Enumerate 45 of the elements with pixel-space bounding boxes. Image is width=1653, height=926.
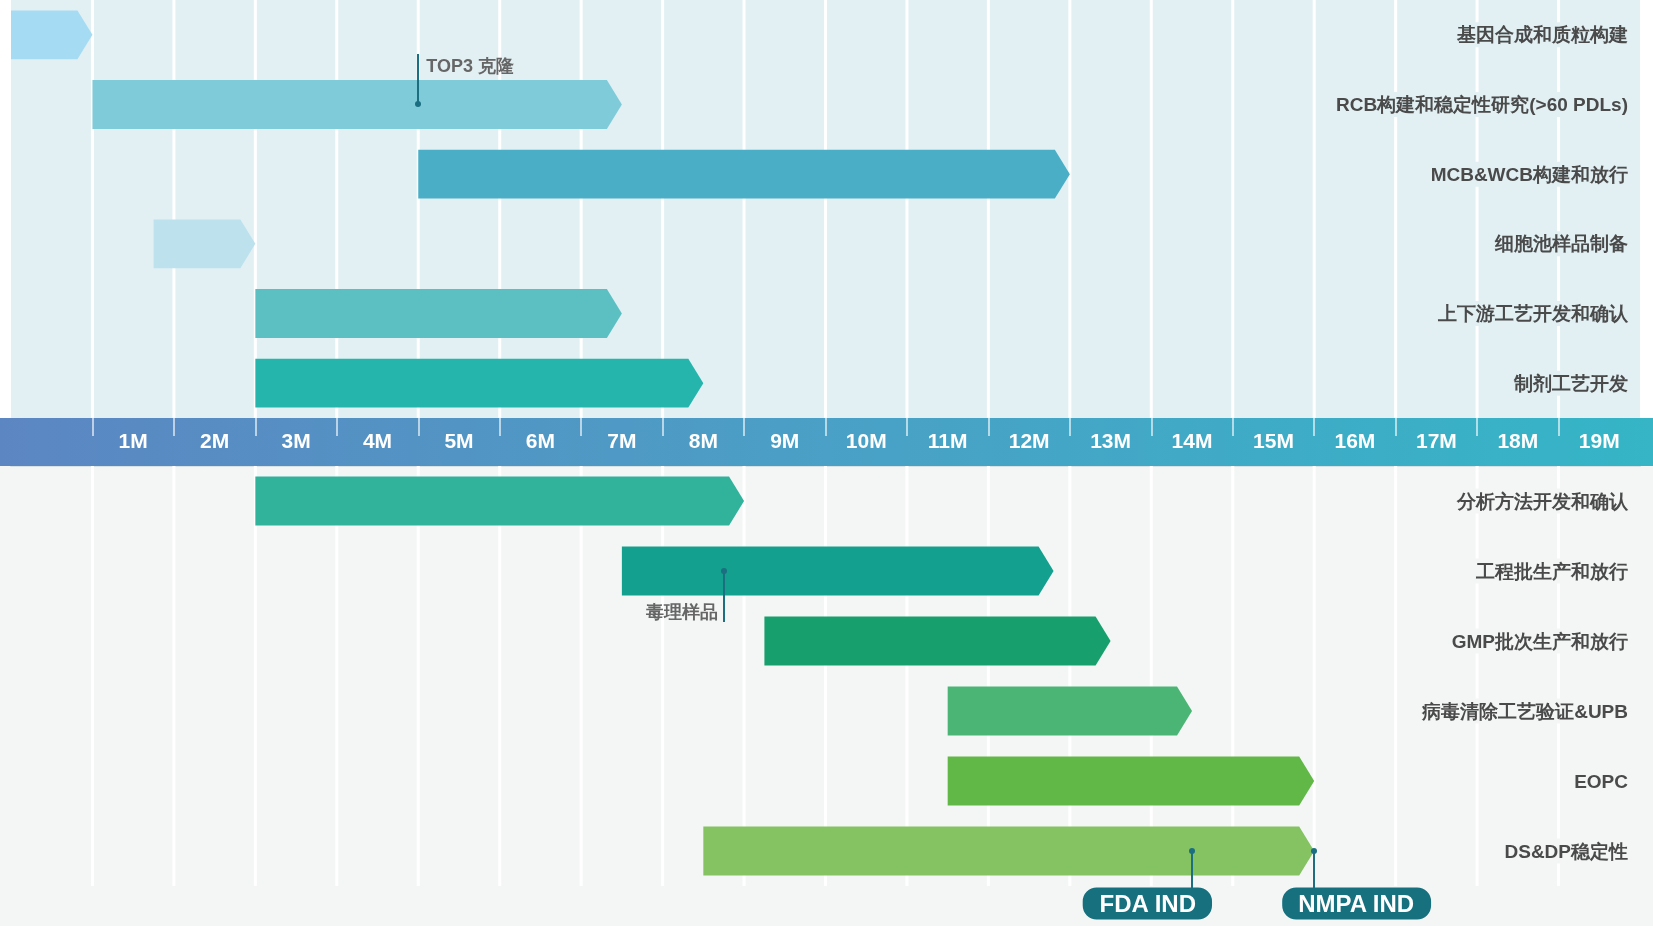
bar — [418, 149, 1070, 199]
x-tick-label: 4M — [362, 429, 393, 452]
x-tick-label: 13M — [1090, 429, 1131, 452]
annotation: NMPA IND — [1298, 890, 1415, 917]
bar — [947, 686, 1193, 736]
y-tick-label: GMP批次生产和放行 — [1451, 630, 1628, 652]
x-tick-label: 7M — [607, 429, 637, 452]
x-tick-label: 11M — [927, 429, 968, 452]
y-tick-label: EOPC — [1574, 770, 1629, 792]
bar — [947, 756, 1315, 806]
y-tick-label: 基因合成和质粒构建 — [1456, 24, 1628, 46]
x-tick-label: 10M — [845, 429, 887, 452]
bar — [255, 289, 622, 338]
y-tick-label: MCB&WCB构建和放行 — [1430, 163, 1628, 185]
x-tick-label: 16M — [1334, 429, 1376, 452]
x-tick-label: 5M — [444, 429, 474, 452]
x-tick-label: 19M — [1578, 429, 1620, 452]
x-tick-label: 1M — [118, 429, 148, 452]
y-tick-label: DS&DP稳定性 — [1504, 840, 1628, 862]
x-tick-label: 9M — [770, 429, 800, 452]
bar — [621, 546, 1054, 596]
x-tick-label: 6M — [525, 429, 556, 452]
x-tick-label: 2M — [200, 429, 230, 452]
annotation: TOP3 克隆 — [426, 56, 514, 77]
y-tick-label: 上下游工艺开发和确认 — [1437, 303, 1629, 324]
y-tick-label: 分析方法开发和确认 — [1456, 490, 1629, 512]
bar — [255, 476, 745, 526]
x-tick-label: 12M — [1008, 429, 1050, 452]
x-tick-label: 15M — [1253, 429, 1294, 452]
x-tick-label: 3M — [281, 429, 311, 452]
bar — [92, 80, 622, 129]
bar — [703, 826, 1315, 876]
y-tick-label: 工程批生产和放行 — [1475, 560, 1628, 582]
bar — [764, 616, 1111, 666]
y-tick-label: 病毒清除工艺验证&UPB — [1421, 700, 1628, 722]
y-tick-label: 制剂工艺开发 — [1513, 372, 1628, 394]
x-tick-label: 14M — [1171, 429, 1213, 452]
x-tick-label: 17M — [1415, 429, 1457, 452]
x-tick-label: 8M — [688, 429, 718, 452]
annotation: 毒理样品 — [644, 601, 718, 622]
annotation: FDA IND — [1099, 890, 1197, 917]
y-tick-label: 细胞池样品制备 — [1494, 233, 1628, 255]
x-tick-label: 18M — [1497, 429, 1539, 452]
bar — [255, 358, 704, 408]
y-tick-label: RCB构建和稳定性研究(>60 PDLs) — [1336, 94, 1628, 115]
